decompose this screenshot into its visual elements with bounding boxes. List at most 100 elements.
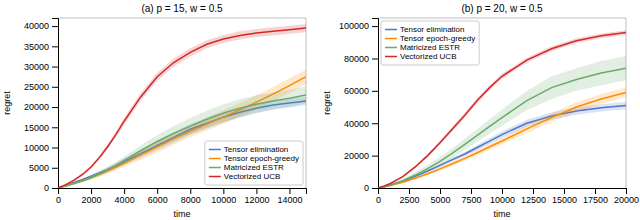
y-tick: 15000 [24,123,58,133]
legend-box [381,21,479,65]
legend-label: Tensor epoch-greedy [400,34,475,43]
legend-swatch [385,29,397,31]
confidence-band [58,69,306,188]
legend-label: Vectorized UCB [224,172,280,181]
x-tick: 0 [56,188,61,205]
tick-label: 12500 [521,195,546,205]
title: (b) p = 20, w = 0.5 [461,3,543,14]
y-tick: 40000 [24,21,58,31]
tick-mark [533,188,534,194]
confidence-band [58,86,306,188]
tick-mark [471,188,472,194]
tick-label: 0 [44,183,49,193]
series-line [378,33,626,188]
x-tick: 2000 [82,188,102,205]
tick-mark [52,148,58,149]
x-tick: 4000 [115,188,135,205]
legend-swatch [385,47,397,49]
legend-label: Vectorized UCB [400,52,456,61]
legend-swatch [385,56,397,58]
y-tick: 30000 [24,62,58,72]
legend-box [205,141,303,185]
legend-label: Tensor elimination [400,25,464,34]
y-tick: 35000 [24,42,58,52]
legend-swatch [385,38,397,40]
plot-area [58,24,306,188]
tick-mark [124,188,125,194]
x-tick: 6000 [148,188,168,205]
legend-swatch [209,167,221,169]
series-line [58,95,306,188]
tick-label: 40000 [24,21,49,31]
tick-mark [372,26,378,27]
axis-line [52,19,59,189]
legend-label: Matricized ESTR [400,43,460,52]
x-tick: 7500 [461,188,481,205]
tick-label: 25000 [24,82,49,92]
tick-mark [52,87,58,88]
tick-label: 10000 [490,195,515,205]
axis-line [59,189,307,195]
panel: 0200040006000800010000120001400005000100… [2,3,307,219]
tick-label: 60000 [344,86,369,96]
tick-mark [190,188,191,194]
tick-label: 15000 [24,123,49,133]
tick-mark [440,188,441,194]
y-tick: 80000 [344,54,378,64]
tick-label: 5000 [430,195,450,205]
tick-label: 14000 [277,195,302,205]
tick-label: 17500 [583,195,608,205]
tick-label: 35000 [24,42,49,52]
x-tick: 12500 [521,188,546,205]
tick-label: 100000 [339,21,369,31]
tick-mark [52,46,58,47]
legend: Tensor eliminationTensor epoch-greedyMat… [205,141,303,185]
x-tick: 10000 [211,188,236,205]
tick-label: 5000 [29,163,49,173]
tick-label: 4000 [115,195,135,205]
y-axis-title: regret [2,91,12,115]
tick-mark [372,123,378,124]
x-tick: 2500 [399,188,419,205]
tick-label: 15000 [552,195,577,205]
y-tick: 40000 [344,119,378,129]
tick-label: 2000 [82,195,102,205]
title: (a) p = 15, w = 0.5 [141,3,223,14]
x-tick: 0 [376,188,381,205]
legend-swatch [209,158,221,160]
tick-label: 7500 [461,195,481,205]
legend-swatch [209,149,221,151]
tick-label: 12000 [244,195,269,205]
legend-label: Tensor elimination [224,145,288,154]
tick-label: 2500 [399,195,419,205]
tick-label: 20000 [24,102,49,112]
tick-label: 10000 [211,195,236,205]
axis-line [379,189,627,195]
figure: 0 2000 4000 6000 8000 10000 12000 14000 0 5000 100… [0,0,640,220]
series-line [58,28,306,188]
frame-line [58,18,306,19]
tick-mark [91,188,92,194]
y-axis-title: regret [322,91,332,115]
tick-mark [52,127,58,128]
tick-mark [157,188,158,194]
tick-label: 20000 [614,195,639,205]
tick-mark [256,188,257,194]
tick-mark [595,188,596,194]
y-tick: 20000 [344,151,378,161]
tick-label: 30000 [24,62,49,72]
tick-mark [52,107,58,108]
y-tick: 25000 [24,82,58,92]
confidence-band [58,24,306,188]
y-tick: 0 [364,183,378,193]
y-axis: 0500010000150002000025000300003500040000 [24,19,59,194]
x-axis: 0 2500 5000 7500 10000 12500 15000 17500 20000 [376,188,639,205]
tick-mark [52,26,58,27]
legend-swatch [209,176,221,178]
tick-label: 8000 [181,195,201,205]
tick-label: 6000 [148,195,168,205]
y-axis: 0 20000 40000 60000 80000 100000 [339,19,379,194]
tick-mark [372,91,378,92]
tick-mark [223,188,224,194]
y-tick: 60000 [344,86,378,96]
